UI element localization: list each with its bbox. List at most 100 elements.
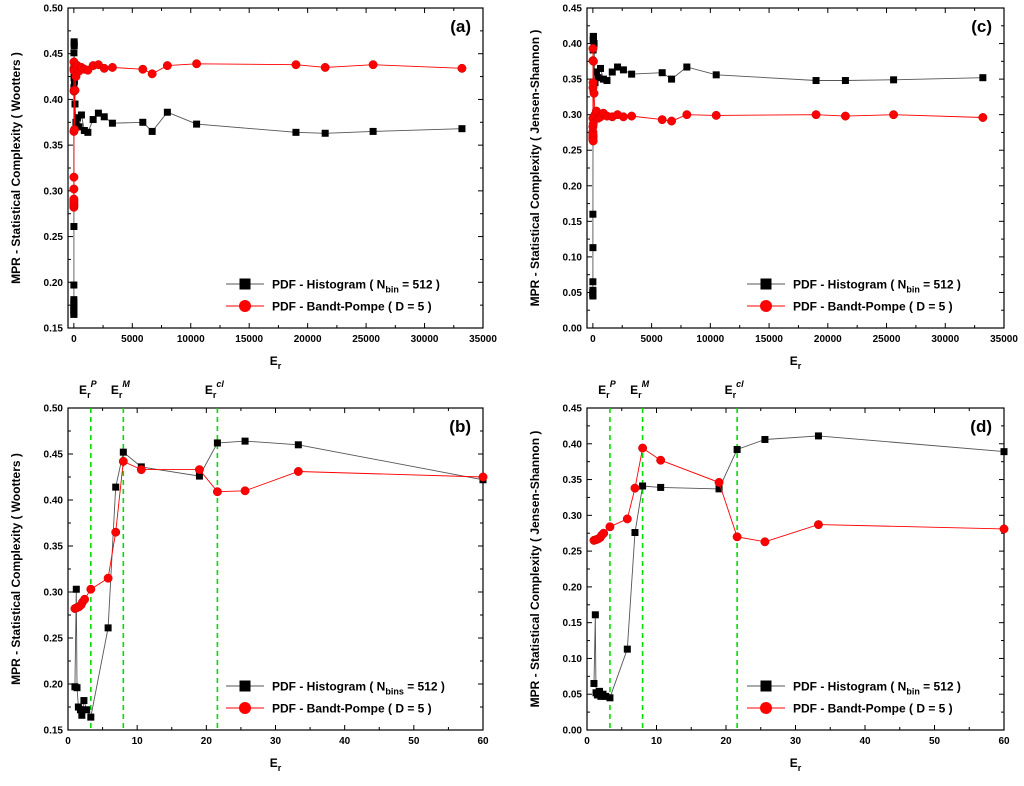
data-point bbox=[72, 118, 80, 126]
y-tick-label: 0.40 bbox=[44, 95, 64, 106]
threshold-label: ErM bbox=[111, 379, 131, 400]
data-point bbox=[597, 64, 605, 72]
data-point bbox=[683, 63, 691, 71]
x-tick-label: 50 bbox=[929, 736, 941, 747]
panel-label: (a) bbox=[450, 17, 471, 36]
data-point bbox=[458, 125, 466, 133]
data-point bbox=[657, 115, 667, 125]
y-tick-label: 0.35 bbox=[44, 542, 64, 553]
legend: PDF - Histogram ( Nbins = 512 ) PDF - Ban… bbox=[226, 680, 445, 716]
y-tick-label: 0.40 bbox=[563, 39, 583, 50]
series-histogram bbox=[589, 32, 987, 300]
x-tick-label: 20 bbox=[201, 736, 213, 747]
data-point bbox=[73, 684, 81, 692]
data-point bbox=[139, 118, 147, 126]
data-point bbox=[589, 56, 598, 66]
data-point bbox=[78, 711, 86, 719]
legend: PDF - Histogram ( Nbin = 512 ) PDF - Band… bbox=[747, 278, 961, 314]
data-point bbox=[589, 32, 597, 40]
data-point bbox=[589, 210, 597, 218]
data-point bbox=[69, 184, 79, 194]
data-point bbox=[715, 485, 723, 493]
y-tick-label: 0.00 bbox=[563, 726, 583, 737]
data-point bbox=[291, 60, 301, 70]
x-tick-label: 60 bbox=[477, 736, 489, 747]
series-line bbox=[592, 35, 983, 296]
y-tick-label: 0.15 bbox=[563, 217, 583, 228]
y-tick-label: 0.45 bbox=[563, 4, 583, 15]
data-point bbox=[623, 645, 631, 653]
data-point bbox=[589, 278, 597, 286]
x-axis-title: Er bbox=[270, 354, 282, 371]
data-point bbox=[99, 63, 109, 73]
data-point bbox=[147, 69, 157, 79]
x-tick-label: 5000 bbox=[121, 334, 144, 345]
data-point bbox=[732, 532, 742, 542]
data-point bbox=[70, 49, 78, 57]
data-point bbox=[86, 584, 96, 594]
series-bandt-pompe bbox=[69, 57, 467, 212]
data-point bbox=[811, 110, 821, 120]
y-tick-label: 0.15 bbox=[44, 726, 64, 737]
data-point bbox=[70, 281, 78, 289]
x-tick-label: 40 bbox=[859, 736, 871, 747]
x-tick-label: 60 bbox=[998, 736, 1010, 747]
panel-a: 0.15 0.20 0.25 0.30 0.35 0.40 0.45 0.50 0 5000 100… bbox=[9, 4, 497, 372]
data-point bbox=[162, 61, 172, 71]
data-point bbox=[195, 472, 203, 480]
y-tick-label: 0.30 bbox=[563, 110, 583, 121]
y-tick-label: 0.20 bbox=[44, 680, 64, 691]
legend-label: PDF - Bandt-Pompe ( D = 5 ) bbox=[793, 300, 953, 314]
data-point bbox=[592, 68, 600, 76]
y-tick-label: 0.35 bbox=[563, 75, 583, 86]
data-point bbox=[213, 439, 221, 447]
data-point bbox=[978, 113, 988, 122]
data-point bbox=[321, 129, 329, 137]
x-tick-label: 25000 bbox=[873, 334, 901, 345]
data-point bbox=[292, 128, 300, 136]
y-tick-label: 0.45 bbox=[44, 450, 64, 461]
data-point bbox=[589, 88, 599, 98]
y-tick-label: 0.30 bbox=[44, 588, 64, 599]
y-tick-label: 0.30 bbox=[44, 186, 64, 197]
x-tick-label: 30 bbox=[790, 736, 802, 747]
data-point bbox=[70, 85, 80, 95]
panel-label: (c) bbox=[971, 17, 992, 36]
y-tick-label: 0.10 bbox=[563, 252, 583, 263]
legend: PDF - Histogram ( Nbin = 512 ) PDF - Band… bbox=[226, 278, 440, 314]
data-point bbox=[589, 292, 597, 300]
x-axis-title: Er bbox=[790, 354, 802, 371]
x-tick-label: 25000 bbox=[352, 334, 380, 345]
data-point bbox=[84, 128, 92, 136]
data-point bbox=[638, 443, 648, 453]
x-tick-label: 5000 bbox=[640, 334, 663, 345]
data-point bbox=[999, 524, 1009, 534]
x-tick-label: 0 bbox=[590, 334, 596, 345]
data-point bbox=[588, 136, 598, 146]
legend-marker bbox=[239, 702, 251, 714]
data-point bbox=[603, 77, 611, 85]
data-point bbox=[148, 127, 156, 135]
series-bandt-pompe bbox=[70, 456, 488, 614]
y-tick-label: 0.15 bbox=[563, 618, 583, 629]
panel-label: (b) bbox=[449, 417, 471, 436]
legend-marker bbox=[239, 680, 251, 692]
data-point bbox=[812, 77, 820, 85]
data-point bbox=[813, 520, 823, 530]
x-tick-label: 30000 bbox=[411, 334, 439, 345]
data-point bbox=[599, 75, 607, 83]
panel-c: 0.00 0.05 0.10 0.15 0.20 0.25 0.30 0.35 0.40 0.45… bbox=[528, 4, 1018, 372]
data-point bbox=[591, 611, 599, 619]
data-point bbox=[889, 110, 899, 120]
data-point bbox=[118, 456, 128, 466]
data-point bbox=[80, 697, 88, 705]
legend-marker bbox=[760, 702, 772, 714]
data-point bbox=[69, 194, 79, 204]
y-tick-label: 0.35 bbox=[563, 475, 583, 486]
data-point bbox=[70, 38, 78, 46]
legend: PDF - Histogram ( Nbin = 512 ) PDF - Band… bbox=[747, 680, 961, 716]
y-tick-label: 0.30 bbox=[563, 511, 583, 522]
threshold-label: ErP bbox=[79, 379, 98, 400]
panel-d: 0.00 0.05 0.10 0.15 0.20 0.25 0.30 0.35 0.40 0.45… bbox=[528, 379, 1010, 773]
